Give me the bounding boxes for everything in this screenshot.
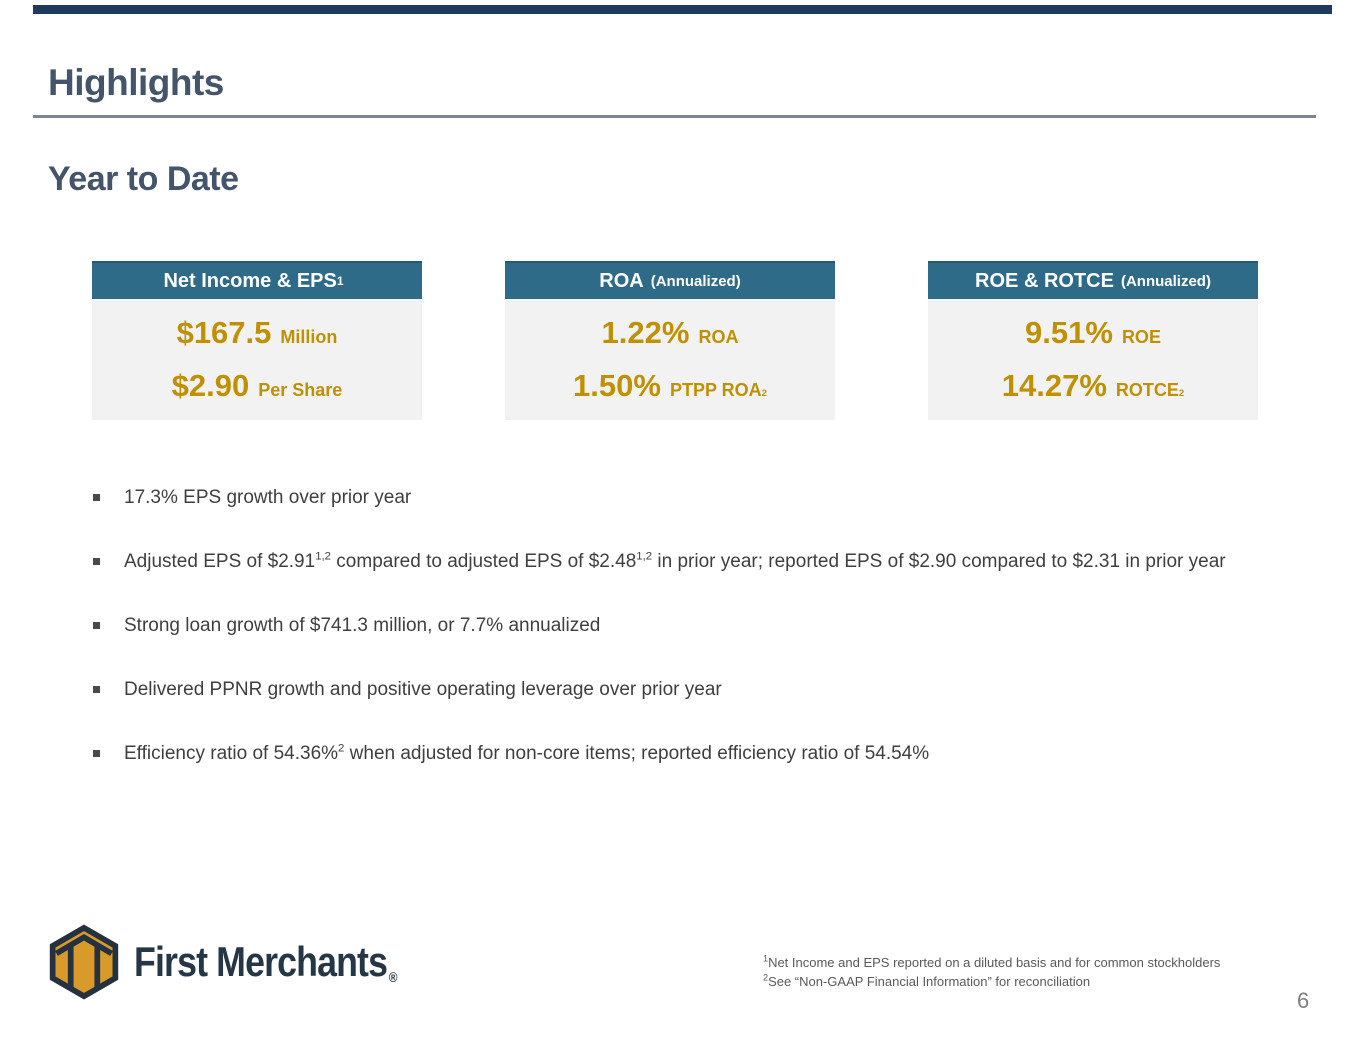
- section-subtitle: Year to Date: [48, 160, 239, 198]
- metric-label: ROA: [698, 327, 739, 348]
- card-title: ROE & ROTCE: [975, 269, 1114, 292]
- box-logo-icon: [49, 924, 119, 1000]
- bullet-square-icon: [93, 622, 100, 629]
- metric-value: 9.51%: [1025, 315, 1113, 351]
- metric-line: 1.50% PTPP ROA 2: [573, 367, 767, 403]
- bullet-square-icon: [93, 558, 100, 565]
- title-divider: [33, 115, 1316, 118]
- metric-line: 1.22% ROA: [602, 315, 739, 351]
- highlights-list: 17.3% EPS growth over prior year Adjuste…: [93, 486, 1343, 806]
- metric-label: Million: [280, 327, 338, 348]
- bullet-square-icon: [93, 750, 100, 757]
- metric-value: 14.27%: [1001, 367, 1107, 403]
- card-header: ROA (Annualized): [505, 261, 835, 299]
- card-title: Net Income & EPS: [163, 269, 337, 292]
- footnotes: 1Net Income and EPS reported on a dilute…: [763, 953, 1220, 991]
- list-item-text: Adjusted EPS of $2.911,2 compared to adj…: [124, 550, 1226, 572]
- top-accent-bar: [33, 5, 1332, 14]
- registered-mark: ®: [388, 969, 398, 985]
- metric-line: $167.5 Million: [177, 315, 338, 351]
- metric-label: ROE: [1121, 327, 1161, 348]
- list-item-text: Delivered PPNR growth and positive opera…: [124, 679, 722, 700]
- metric-value: $167.5: [176, 315, 272, 351]
- metric-value: 1.22%: [601, 315, 690, 351]
- card-header: ROE & ROTCE (Annualized): [928, 261, 1258, 299]
- metric-card-roa: ROA (Annualized) 1.22% ROA 1.50% PTPP RO…: [505, 261, 835, 420]
- metric-card-net-income-eps: Net Income & EPS 1 $167.5 Million $2.90 P…: [92, 261, 422, 420]
- list-item-text: Efficiency ratio of 54.36%2 when adjuste…: [124, 742, 930, 764]
- page-title: Highlights: [48, 62, 224, 103]
- list-item-text: 17.3% EPS growth over prior year: [124, 487, 412, 508]
- card-body: 1.22% ROA 1.50% PTPP ROA 2: [505, 299, 835, 420]
- company-logo: First Merchants ®: [48, 924, 443, 1000]
- metric-label: PTPP ROA: [669, 379, 762, 400]
- card-body: $167.5 Million $2.90 Per Share: [92, 299, 422, 420]
- metric-label: ROTCE: [1115, 379, 1179, 400]
- metric-line: 14.27% ROTCE 2: [1001, 367, 1185, 403]
- metric-card-roe-rotce: ROE & ROTCE (Annualized) 9.51% ROE 14.27…: [928, 261, 1258, 420]
- list-item: 17.3% EPS growth over prior year: [93, 486, 1343, 550]
- page-number: 6: [1297, 988, 1310, 1013]
- metric-value: $2.90: [171, 367, 250, 403]
- list-item: Efficiency ratio of 54.36%2 when adjuste…: [93, 742, 1343, 806]
- metric-line: $2.90 Per Share: [172, 368, 343, 404]
- list-item: Adjusted EPS of $2.911,2 compared to adj…: [93, 550, 1343, 614]
- list-item-text: Strong loan growth of $741.3 million, or…: [124, 615, 601, 636]
- card-title: ROA: [599, 269, 644, 292]
- card-header: Net Income & EPS 1: [92, 261, 422, 299]
- bullet-square-icon: [93, 494, 100, 501]
- card-title-note: (Annualized): [1120, 272, 1211, 290]
- logo-text: First Merchants ®: [134, 938, 398, 985]
- footnote: 2See “Non-GAAP Financial Information” fo…: [763, 972, 1091, 989]
- card-title-note: (Annualized): [650, 272, 741, 290]
- list-item: Strong loan growth of $741.3 million, or…: [93, 614, 1343, 678]
- bullet-square-icon: [93, 686, 100, 693]
- footnote: 1Net Income and EPS reported on a dilute…: [763, 953, 1221, 970]
- card-body: 9.51% ROE 14.27% ROTCE 2: [928, 299, 1258, 420]
- metric-line: 9.51% ROE: [1025, 315, 1161, 351]
- list-item: Delivered PPNR growth and positive opera…: [93, 678, 1343, 742]
- metric-value: 1.50%: [573, 367, 661, 403]
- metric-label: Per Share: [258, 379, 343, 400]
